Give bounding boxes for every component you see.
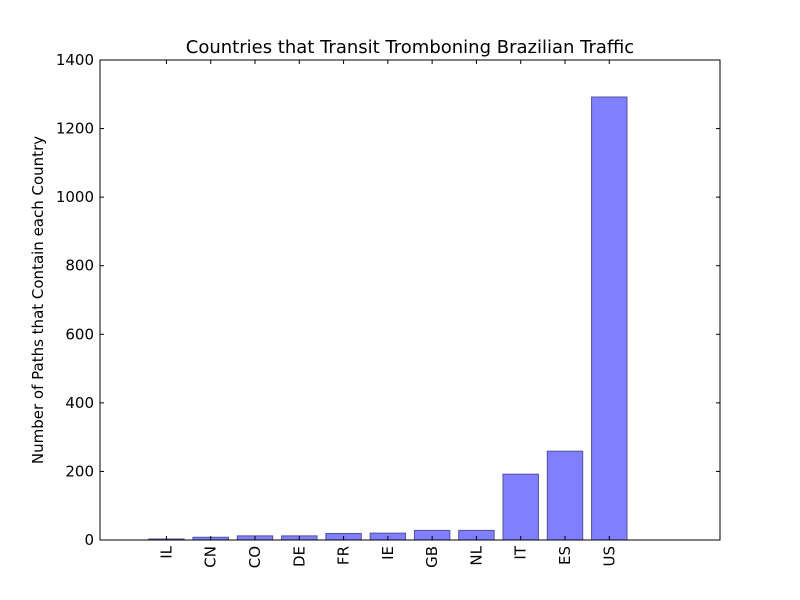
x-tick-label-co: CO: [246, 546, 264, 568]
x-tick-label-es: ES: [556, 546, 574, 565]
plot-frame: [99, 59, 721, 541]
y-tick-label: 1400: [56, 51, 94, 69]
x-tick-label-nl: NL: [467, 545, 485, 565]
bar-it: [502, 473, 539, 541]
y-tick-label: 1000: [56, 188, 94, 206]
y-tick-label: 0: [84, 531, 94, 549]
x-tick-label-il: IL: [157, 545, 175, 558]
y-axis-ticks: 0 200 400 600 800 1000 1200 1400: [56, 51, 720, 549]
x-tick-label-de: DE: [290, 546, 308, 567]
y-tick-label: 800: [65, 257, 94, 275]
x-axis-ticks: IL CN CO DE FR IE GB NL IT ES US: [157, 60, 618, 568]
chart-title: Countries that Transit Tromboning Brazil…: [186, 37, 634, 58]
x-tick-label-us: US: [600, 546, 618, 567]
y-tick-label: 400: [65, 394, 94, 412]
bars-group: [148, 96, 628, 541]
y-tick-label: 600: [65, 325, 94, 343]
x-tick-label-fr: FR: [335, 546, 353, 565]
x-tick-label-cn: CN: [202, 546, 220, 568]
x-tick-label-it: IT: [512, 545, 530, 559]
y-tick-label: 1200: [56, 120, 94, 138]
bar-es: [546, 450, 584, 541]
bar-us: [591, 96, 628, 541]
x-tick-label-ie: IE: [379, 546, 397, 560]
y-tick-label: 200: [65, 462, 94, 480]
x-tick-label-gb: GB: [423, 546, 441, 568]
y-axis-label: Number of Paths that Contain each Countr…: [29, 136, 47, 464]
